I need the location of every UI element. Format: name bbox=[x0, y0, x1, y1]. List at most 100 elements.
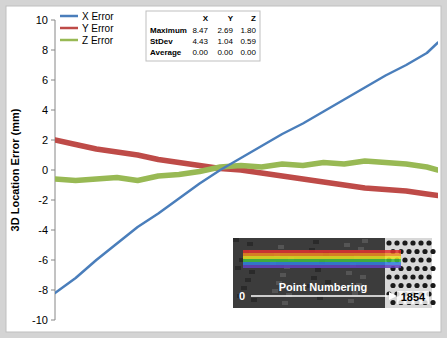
y-tick bbox=[51, 80, 55, 81]
inset-label: Point Numbering bbox=[279, 281, 368, 293]
inset-band bbox=[243, 256, 401, 259]
y-tick-label: -10 bbox=[32, 314, 48, 326]
inset-arrow bbox=[251, 295, 393, 297]
inset-texture bbox=[282, 301, 288, 305]
inset-dot bbox=[426, 274, 431, 279]
chart-panel bbox=[6, 6, 441, 332]
y-tick bbox=[51, 170, 55, 171]
inset-dot bbox=[414, 283, 419, 288]
y-tick bbox=[51, 140, 55, 141]
y-tick bbox=[51, 260, 55, 261]
table-header: Y bbox=[228, 14, 234, 23]
table-cell: 1.04 bbox=[217, 37, 233, 46]
inset-texture bbox=[272, 289, 278, 293]
inset-dot bbox=[394, 274, 399, 279]
inset-dot bbox=[410, 274, 415, 279]
inset-dot bbox=[406, 283, 411, 288]
inset-dot bbox=[418, 240, 423, 245]
inset-dot bbox=[430, 249, 435, 254]
table-cell: 4.43 bbox=[192, 37, 208, 46]
inset-dot bbox=[406, 266, 411, 271]
table-row-label: Average bbox=[150, 48, 182, 57]
inset-dot bbox=[414, 249, 419, 254]
inset-pattern-bg bbox=[385, 238, 432, 308]
y-tick bbox=[51, 20, 55, 21]
table-cell: 0.00 bbox=[217, 48, 233, 57]
y-tick bbox=[51, 290, 55, 291]
series-line bbox=[55, 140, 438, 196]
inset-band bbox=[243, 250, 401, 253]
inset-dot bbox=[386, 274, 391, 279]
inset-dot bbox=[410, 240, 415, 245]
inset-dot bbox=[386, 240, 391, 245]
legend-swatch bbox=[60, 15, 78, 18]
table-cell: 1.80 bbox=[240, 26, 256, 35]
inset-dot bbox=[422, 266, 427, 271]
inset-dot bbox=[426, 257, 431, 262]
inset-dot bbox=[402, 274, 407, 279]
table-cell: 2.69 bbox=[217, 26, 233, 35]
inset-dot bbox=[402, 257, 407, 262]
inset-dot bbox=[418, 257, 423, 262]
legend-swatch bbox=[60, 39, 78, 42]
inset-dot bbox=[390, 283, 395, 288]
table-cell: 0.00 bbox=[240, 48, 256, 57]
inset-dot bbox=[410, 257, 415, 262]
inset-texture bbox=[280, 273, 286, 277]
inset-label: 1854 bbox=[401, 291, 426, 303]
y-tick-label: 2 bbox=[42, 134, 48, 146]
inset-dot bbox=[394, 240, 399, 245]
inset-texture bbox=[348, 299, 354, 303]
stats-table bbox=[146, 11, 260, 61]
table-cell: 0.00 bbox=[192, 48, 208, 57]
y-tick-label: 8 bbox=[42, 44, 48, 56]
inset-texture bbox=[247, 242, 253, 246]
series-line bbox=[55, 161, 438, 181]
y-tick-label: -6 bbox=[38, 254, 48, 266]
inset-label-bg bbox=[397, 291, 429, 304]
y-tick-label: 10 bbox=[36, 14, 48, 26]
inset-label: 0 bbox=[239, 290, 245, 302]
inset-dot bbox=[390, 300, 395, 305]
table-header: Z bbox=[251, 14, 256, 23]
y-tick bbox=[51, 200, 55, 201]
inset-dot bbox=[418, 274, 423, 279]
inset-dot bbox=[406, 249, 411, 254]
y-tick bbox=[51, 110, 55, 111]
inset-band bbox=[243, 265, 401, 268]
table-cell: 8.47 bbox=[192, 26, 208, 35]
inset-texture bbox=[311, 276, 317, 280]
y-tick-label: -4 bbox=[38, 224, 48, 236]
inset-texture bbox=[346, 271, 352, 275]
inset-texture bbox=[278, 245, 284, 249]
chart: -10-8-6-4-202468103D Location Error (mm)… bbox=[0, 0, 447, 338]
y-tick bbox=[51, 50, 55, 51]
y-tick-label: -2 bbox=[38, 194, 48, 206]
inset-texture bbox=[362, 239, 368, 243]
inset-texture bbox=[360, 275, 366, 279]
inset-dot bbox=[430, 283, 435, 288]
inset-texture bbox=[315, 268, 321, 272]
inset-dot bbox=[414, 266, 419, 271]
y-tick bbox=[51, 230, 55, 231]
legend-swatch bbox=[60, 27, 78, 30]
inset-band bbox=[243, 259, 401, 262]
inset-band bbox=[243, 253, 401, 256]
legend-label: Z Error bbox=[82, 35, 114, 46]
inset-photo bbox=[233, 238, 385, 308]
table-header: X bbox=[203, 14, 209, 23]
legend-label: Y Error bbox=[82, 23, 114, 34]
y-tick-label: 0 bbox=[42, 164, 48, 176]
inset-texture bbox=[344, 243, 350, 247]
inset-dot bbox=[402, 240, 407, 245]
table-row-label: Maximum bbox=[150, 26, 187, 35]
y-tick-label: -8 bbox=[38, 284, 48, 296]
inset-band bbox=[243, 262, 401, 265]
inset-texture bbox=[233, 238, 239, 242]
inset-dot bbox=[430, 266, 435, 271]
inset-dot bbox=[422, 249, 427, 254]
inset-arrowhead bbox=[389, 292, 397, 300]
y-axis-label: 3D Location Error (mm) bbox=[9, 108, 21, 231]
inset-texture bbox=[235, 266, 241, 270]
legend-label: X Error bbox=[82, 11, 114, 22]
